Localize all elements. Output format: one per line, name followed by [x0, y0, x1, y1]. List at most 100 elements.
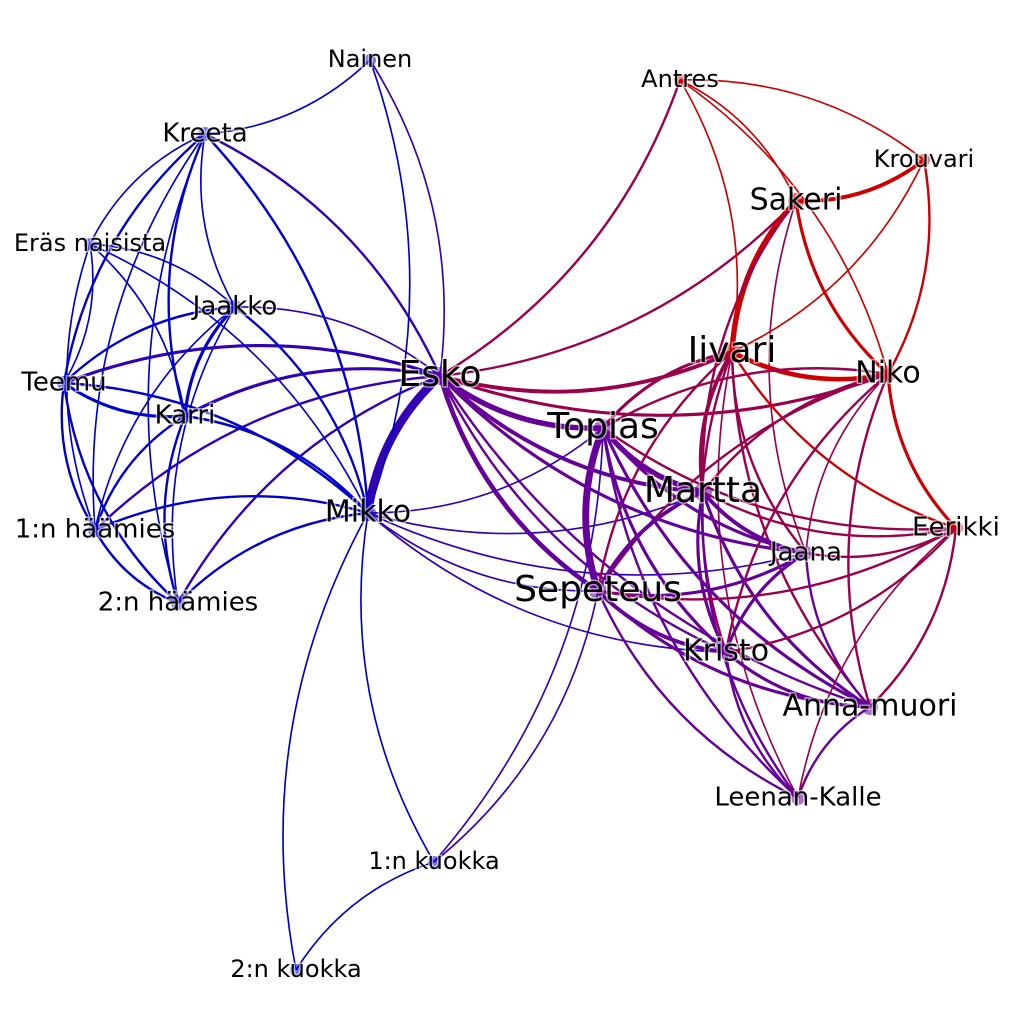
node-karri[interactable]	[178, 409, 192, 423]
node-eras[interactable]	[84, 238, 96, 250]
edge-jaakko-haamies1	[94, 306, 236, 531]
edge-sakeri-jaana	[768, 200, 807, 554]
edge-iivari-antres	[679, 79, 739, 353]
edge-jaakko-karri	[183, 305, 237, 417]
edge-topias-sepeteus	[582, 426, 607, 593]
edge-sakeri-martta	[701, 200, 797, 493]
edge-teemu-eras	[63, 243, 94, 384]
node-label-jaakko: Jaakko	[191, 292, 278, 322]
node-annamuori[interactable]	[862, 699, 878, 715]
edge-mikko-kreeta	[204, 133, 370, 514]
edge-esko-topias	[438, 373, 604, 431]
edge-iivari-niko	[730, 349, 889, 382]
edge-jaakko-teemu	[63, 305, 236, 384]
edge-esko-antres	[439, 79, 682, 378]
edge-jaana-eerikki	[805, 526, 957, 559]
node-nainen[interactable]	[364, 54, 376, 66]
edge-niko-krouvari	[886, 159, 931, 375]
edge-krouvari-antres	[679, 79, 925, 161]
node-niko[interactable]	[880, 366, 896, 382]
node-topias[interactable]	[594, 419, 612, 437]
node-martta[interactable]	[694, 483, 712, 501]
edge-mikko-eras	[89, 243, 369, 514]
node-sakeri[interactable]	[788, 193, 804, 209]
node-kristo[interactable]	[718, 644, 734, 660]
edge-mikko-nainen	[367, 59, 411, 514]
edge-mikko-kuokka2	[282, 512, 369, 971]
node-label-niko: Niko	[855, 356, 920, 391]
edge-teemu-haamies2	[62, 382, 179, 604]
node-jaana[interactable]	[799, 546, 813, 560]
edge-niko-antres	[679, 79, 889, 375]
node-kuokka2[interactable]	[290, 964, 302, 976]
node-label-martta: Martta	[644, 470, 762, 511]
edge-kreeta-haamies1	[92, 133, 206, 531]
node-iivari[interactable]	[723, 343, 741, 361]
node-kuokka1[interactable]	[428, 856, 440, 868]
node-teemu[interactable]	[57, 376, 71, 390]
edge-kreeta-karri	[167, 133, 207, 417]
edge-niko-annamuori	[847, 373, 890, 708]
edge-mikko-teemu	[63, 381, 369, 514]
node-label-teemu: Teemu	[20, 368, 106, 398]
edge-esko-sepeteus	[437, 375, 600, 593]
edge-kreeta-eras	[89, 133, 206, 245]
node-label-haamies2: 2:n häämies	[98, 588, 258, 618]
node-haamies2[interactable]	[171, 596, 185, 610]
node-antres[interactable]	[674, 74, 686, 86]
node-label-mikko: Mikko	[325, 495, 411, 530]
edge-karri-haamies2	[163, 415, 187, 604]
edge-esko-jaana	[438, 374, 807, 555]
edge-layer	[60, 59, 958, 971]
node-label-antres: Antres	[641, 65, 719, 93]
edge-kuokka1-topias	[433, 427, 604, 863]
edge-iivari-topias	[601, 350, 733, 430]
edge-kuokka1-kuokka2	[295, 861, 435, 971]
edge-martta-sepeteus	[596, 490, 704, 592]
edge-esko-sakeri	[439, 200, 797, 378]
edge-kreeta-jaakko	[200, 133, 236, 308]
edge-karri-haamies1	[93, 414, 186, 531]
edge-esko-haamies2	[176, 374, 441, 604]
node-esko[interactable]	[431, 367, 449, 385]
node-label-karri: Karri	[155, 401, 216, 431]
edge-kristo-eerikki	[725, 527, 957, 654]
edge-haamies1-haamies2	[93, 529, 179, 605]
edge-jaakko-eras	[89, 243, 236, 308]
edge-niko-sepeteus	[596, 372, 889, 592]
edge-esko-iivari	[439, 350, 733, 394]
node-mikko[interactable]	[360, 505, 376, 521]
node-label-kristo: Kristo	[683, 634, 769, 669]
edge-mikko-jaana	[367, 512, 807, 576]
edge-jaana-kristo	[724, 551, 807, 653]
node-haamies1[interactable]	[88, 523, 102, 537]
node-label-leenankalle: Leenan-Kalle	[714, 783, 881, 813]
node-sepeteus[interactable]	[589, 582, 607, 600]
node-label-eras: Eräs naisista	[14, 229, 166, 257]
node-label-iivari: Iivari	[688, 330, 777, 371]
edge-niko-topias	[602, 367, 889, 430]
edge-esko-jaakko	[234, 306, 441, 377]
node-leenankalle[interactable]	[791, 791, 805, 805]
edge-iivari-sepeteus	[596, 351, 733, 592]
edge-iivari-leenankalle	[717, 351, 799, 799]
node-layer	[57, 54, 963, 976]
edge-esko-kreeta	[204, 132, 442, 377]
node-jaakko[interactable]	[228, 300, 242, 314]
edge-iivari-eerikki	[730, 351, 957, 530]
edge-annamuori-leenankalle	[796, 705, 871, 799]
node-krouvari[interactable]	[918, 154, 930, 166]
node-eerikki[interactable]	[949, 521, 963, 535]
edge-kreeta-nainen	[204, 59, 371, 135]
edge-martta-jaana	[701, 490, 807, 555]
edge-jaakko-haamies2	[171, 306, 236, 604]
edge-niko-jaana	[805, 373, 889, 554]
edge-esko-kristo	[438, 375, 727, 654]
edge-mikko-martta	[367, 491, 704, 535]
node-label-jaana: Jaana	[768, 538, 842, 568]
edge-teemu-karri	[63, 381, 186, 419]
edge-esko-nainen	[369, 59, 445, 377]
node-kreeta[interactable]	[198, 127, 212, 141]
node-label-esko: Esko	[398, 354, 481, 395]
